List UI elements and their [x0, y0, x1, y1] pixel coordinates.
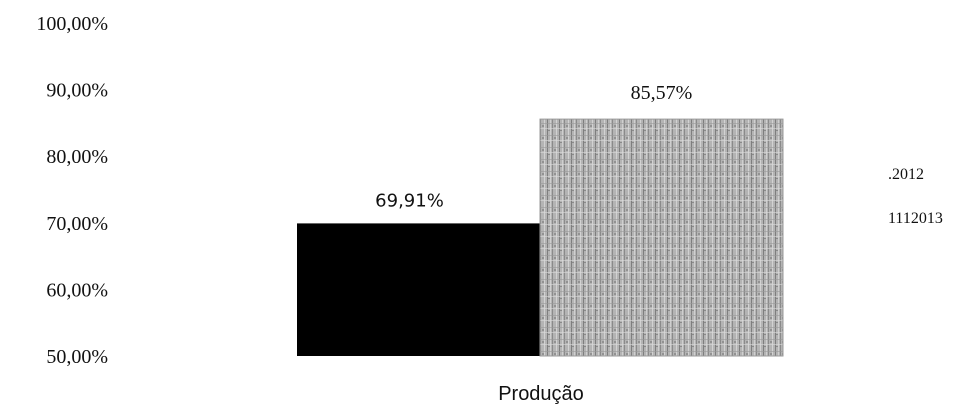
data-labels: 69,91% 85,57%	[375, 82, 692, 211]
legend: .2012 1112013	[888, 166, 943, 227]
y-tick-label: 80,00%	[46, 146, 108, 168]
x-category-label: Produção	[498, 383, 584, 405]
bar-series-1	[297, 223, 540, 356]
legend-entry-label: 1112013	[888, 210, 943, 227]
y-tick-label: 90,00%	[46, 80, 108, 102]
y-tick-label: 100,00%	[36, 13, 108, 35]
bar-series-2	[540, 119, 783, 357]
y-tick-label: 70,00%	[46, 213, 108, 235]
bar-outline	[539, 118, 784, 357]
y-tick-label: 60,00%	[46, 279, 108, 301]
y-axis-ticks: 50,00% 60,00% 70,00% 80,00% 90,00% 100,00%	[36, 13, 108, 368]
data-label: 85,57%	[631, 82, 693, 104]
x-axis-categories: Produção	[498, 383, 584, 405]
legend-entry-label: .2012	[888, 166, 924, 183]
data-label: 69,91%	[375, 190, 444, 211]
y-tick-label: 50,00%	[46, 346, 108, 368]
bars	[297, 118, 784, 357]
